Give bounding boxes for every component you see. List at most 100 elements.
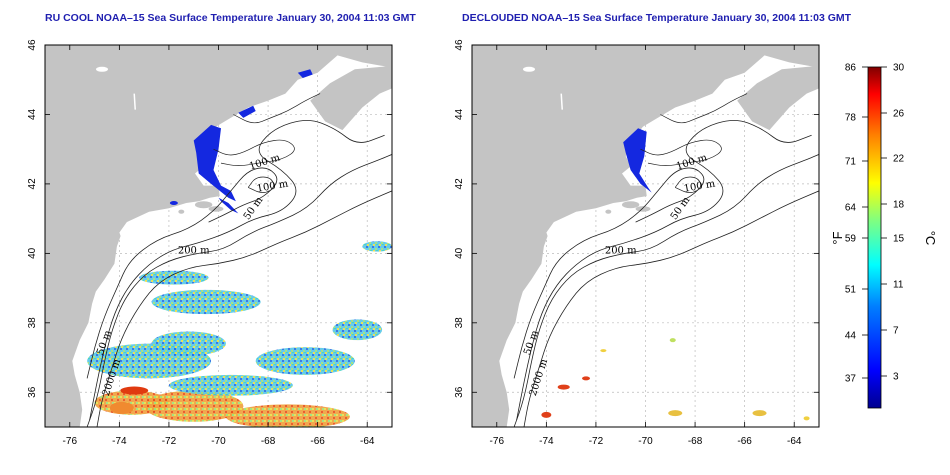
y-tick-label: 42: [454, 178, 465, 190]
warm-water-patch: [109, 401, 134, 414]
sst-data-patch: [362, 241, 392, 252]
isobath-200m: [513, 154, 819, 427]
y-tick-label: 38: [454, 317, 465, 329]
colorbar-c-tick-label: 3: [893, 372, 899, 383]
isobath-50m: [513, 167, 705, 379]
inland-lake: [523, 66, 536, 72]
colorbar-f-tick-label: 86: [845, 63, 857, 74]
nova-scotia-land: [310, 65, 392, 131]
x-tick-label: -66: [737, 436, 752, 447]
colorbar-f-tick-label: 64: [845, 203, 857, 214]
isobath-gulf-of-maine: [660, 93, 748, 124]
x-tick-label: -64: [787, 436, 802, 447]
sst-data-patch: [151, 331, 226, 356]
nova-scotia-land: [737, 65, 819, 131]
sst-data-patch: [151, 289, 261, 315]
isobath-100m: [516, 120, 812, 421]
island: [621, 201, 640, 209]
y-tick-label: 36: [27, 386, 38, 398]
celsius-unit-label: °C: [923, 231, 938, 246]
colorbar-c-tick-label: 22: [893, 154, 905, 165]
island: [194, 201, 213, 209]
colorbar-c-tick-label: 7: [893, 326, 899, 337]
temperature-colorbar: 86 78 71 64 59 51 44 37 30 26 22 18 15 11 7 3 °F °C: [830, 63, 938, 409]
colorbar-f-tick-label: 37: [845, 374, 857, 385]
isobath-gulf-of-maine: [640, 139, 722, 166]
isobath-gulf-of-maine: [213, 139, 295, 166]
contour-label: 200 m: [605, 245, 637, 256]
y-tick-label: 36: [454, 386, 465, 398]
sst-data-patch: [332, 319, 383, 341]
island: [178, 209, 185, 214]
y-tick-label: 44: [27, 108, 38, 120]
sst-data-patch: [225, 404, 350, 427]
cold-water-patch: [193, 124, 236, 202]
sst-data-pixel: [668, 410, 683, 417]
island: [208, 206, 224, 212]
x-tick-label: -74: [539, 436, 554, 447]
x-tick-label: -74: [112, 436, 127, 447]
sst-data-pixel: [600, 349, 607, 353]
land-mass: [472, 45, 819, 427]
colorbar-f-tick-label: 59: [845, 234, 857, 245]
inland-lake: [560, 93, 563, 110]
left-map-title: RU COOL NOAA–15 Sea Surface Temperature …: [45, 12, 416, 24]
isobath-2000m: [96, 190, 392, 427]
y-tick-label: 46: [454, 39, 465, 51]
island: [605, 209, 612, 214]
sst-data-pixel: [582, 376, 591, 381]
colorbar-c-tick-label: 26: [893, 109, 905, 120]
x-tick-label: -66: [310, 436, 325, 447]
sst-data-patch: [139, 270, 209, 285]
sst-data-pixel: [669, 338, 676, 343]
y-tick-label: 44: [454, 108, 465, 120]
x-tick-label: -68: [688, 436, 703, 447]
y-tick-label: 38: [27, 317, 38, 329]
isobath-georges-bank: [674, 176, 702, 193]
colorbar-c-tick-label: 18: [893, 200, 905, 211]
contour-label: 200 m: [178, 245, 210, 256]
sst-data-patch: [255, 347, 355, 375]
x-tick-label: -76: [63, 436, 78, 447]
right-map-title: DECLOUDED NOAA–15 Sea Surface Temperatur…: [462, 12, 852, 24]
x-tick-label: -70: [211, 436, 226, 447]
x-tick-label: -64: [360, 436, 375, 447]
y-tick-label: 40: [454, 247, 465, 259]
colorbar-f-tick-label: 71: [845, 157, 857, 168]
x-tick-label: -76: [490, 436, 505, 447]
colorbar-f-tick-label: 78: [845, 113, 857, 124]
y-tick-label: 40: [27, 247, 38, 259]
sst-data-patch: [144, 390, 244, 422]
isobath-gulf-of-maine: [233, 93, 321, 124]
cold-water-patch: [297, 69, 313, 78]
sst-data-pixel: [803, 416, 810, 421]
sst-data-pixel: [541, 411, 552, 418]
sst-data-pixel: [557, 384, 570, 390]
x-tick-label: -72: [589, 436, 604, 447]
cold-water-patch: [238, 105, 256, 118]
y-tick-label: 42: [27, 178, 38, 190]
cold-water-patch: [169, 201, 178, 206]
x-tick-label: -72: [162, 436, 177, 447]
island: [635, 206, 651, 212]
y-tick-label: 46: [27, 39, 38, 51]
inland-lake: [96, 66, 109, 72]
inland-lake: [133, 93, 136, 110]
fahrenheit-unit-label: °F: [830, 231, 845, 244]
land-mass: [45, 45, 392, 427]
cold-water-patch: [623, 128, 652, 193]
isobath-200m: [86, 154, 392, 427]
sst-data-pixel: [752, 410, 767, 417]
isobath-2000m: [523, 190, 819, 427]
colorbar-f-tick-label: 44: [845, 331, 857, 342]
warm-water-patch: [120, 386, 149, 395]
isobath-50m: [86, 167, 278, 379]
isobath-georges-bank: [247, 176, 275, 193]
x-tick-label: -70: [638, 436, 653, 447]
colorbar-f-tick-label: 51: [845, 285, 857, 296]
cold-water-patch: [218, 197, 239, 214]
colorbar-c-tick-label: 30: [893, 63, 905, 74]
